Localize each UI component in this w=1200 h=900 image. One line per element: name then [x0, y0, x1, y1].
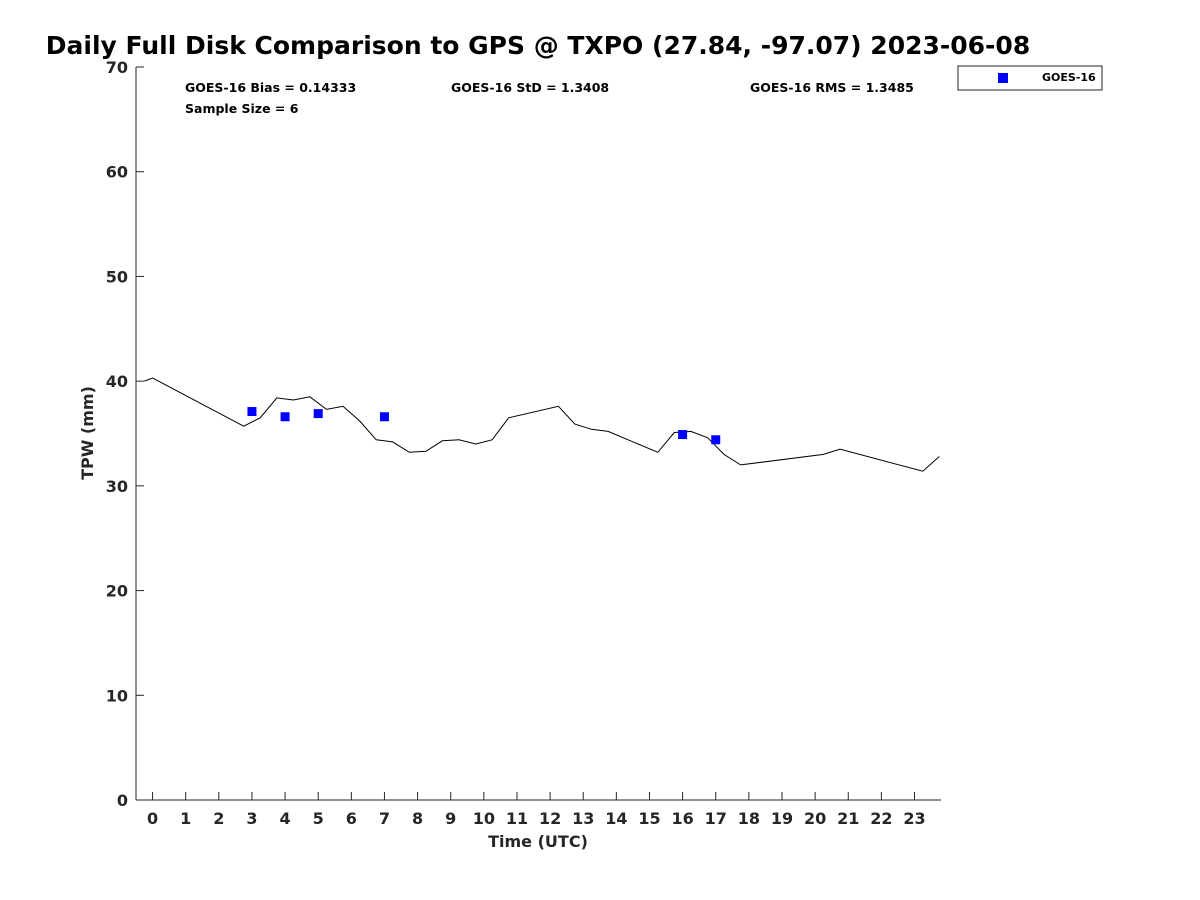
x-tick-label: 7 — [379, 809, 390, 828]
x-tick-label: 10 — [473, 809, 495, 828]
x-tick-label: 4 — [280, 809, 291, 828]
x-tick-label: 19 — [771, 809, 793, 828]
x-tick-label: 1 — [180, 809, 191, 828]
legend-label-goes16: GOES-16 — [1042, 71, 1096, 84]
x-tick-label: 9 — [445, 809, 456, 828]
x-tick-label: 2 — [213, 809, 224, 828]
y-axis-label: TPW (mm) — [78, 386, 97, 480]
y-tick-label: 30 — [106, 477, 128, 496]
x-tick-label: 20 — [804, 809, 826, 828]
y-tick-label: 20 — [106, 582, 128, 601]
x-tick-label: 6 — [346, 809, 357, 828]
x-tick-label: 17 — [705, 809, 727, 828]
axes — [135, 67, 941, 801]
data-point — [247, 407, 257, 417]
data-point — [379, 412, 389, 422]
chart-title: Daily Full Disk Comparison to GPS @ TXPO… — [46, 31, 1030, 60]
legend-marker-goes16 — [998, 73, 1008, 83]
legend: GOES-16 — [957, 65, 1103, 91]
rms-annotation: GOES-16 RMS = 1.3485 — [750, 80, 914, 95]
data-point — [711, 435, 721, 445]
x-ticks: 0 1 2 3 4 5 6 7 8 9 10 11 12 13 14 15 16 17 18 19 20 21 22 23 — [147, 792, 926, 828]
x-tick-label: 15 — [638, 809, 660, 828]
x-tick-label: 5 — [313, 809, 324, 828]
data-point — [280, 412, 290, 422]
gps-line-series — [144, 377, 940, 472]
std-annotation: GOES-16 StD = 1.3408 — [451, 80, 609, 95]
data-point — [678, 430, 688, 440]
y-tick-label: 40 — [106, 372, 128, 391]
x-tick-label: 12 — [539, 809, 561, 828]
y-tick-label: 0 — [117, 791, 128, 810]
x-tick-label: 13 — [572, 809, 594, 828]
x-tick-label: 23 — [903, 809, 925, 828]
x-tick-label: 16 — [671, 809, 693, 828]
x-tick-label: 8 — [412, 809, 423, 828]
series-line — [144, 377, 940, 472]
bias-annotation: GOES-16 Bias = 0.14333 — [185, 80, 356, 95]
y-tick-label: 60 — [106, 163, 128, 182]
y-tick-label: 50 — [106, 267, 128, 286]
x-tick-label: 14 — [605, 809, 627, 828]
stats-annotations: GOES-16 Bias = 0.14333 GOES-16 StD = 1.3… — [185, 80, 914, 116]
goes16-scatter-series — [247, 407, 721, 445]
y-tick-label: 10 — [106, 686, 128, 705]
x-tick-label: 18 — [738, 809, 760, 828]
x-tick-label: 11 — [506, 809, 528, 828]
sample-size-annotation: Sample Size = 6 — [185, 101, 299, 116]
x-axis-label: Time (UTC) — [488, 832, 588, 851]
x-tick-label: 0 — [147, 809, 158, 828]
y-ticks: 0 10 20 30 40 50 60 70 — [106, 58, 144, 810]
data-point — [313, 409, 323, 419]
x-tick-label: 22 — [870, 809, 892, 828]
legend-box — [957, 65, 1103, 91]
y-tick-label: 70 — [106, 58, 128, 77]
x-tick-label: 21 — [837, 809, 859, 828]
x-tick-label: 3 — [246, 809, 257, 828]
